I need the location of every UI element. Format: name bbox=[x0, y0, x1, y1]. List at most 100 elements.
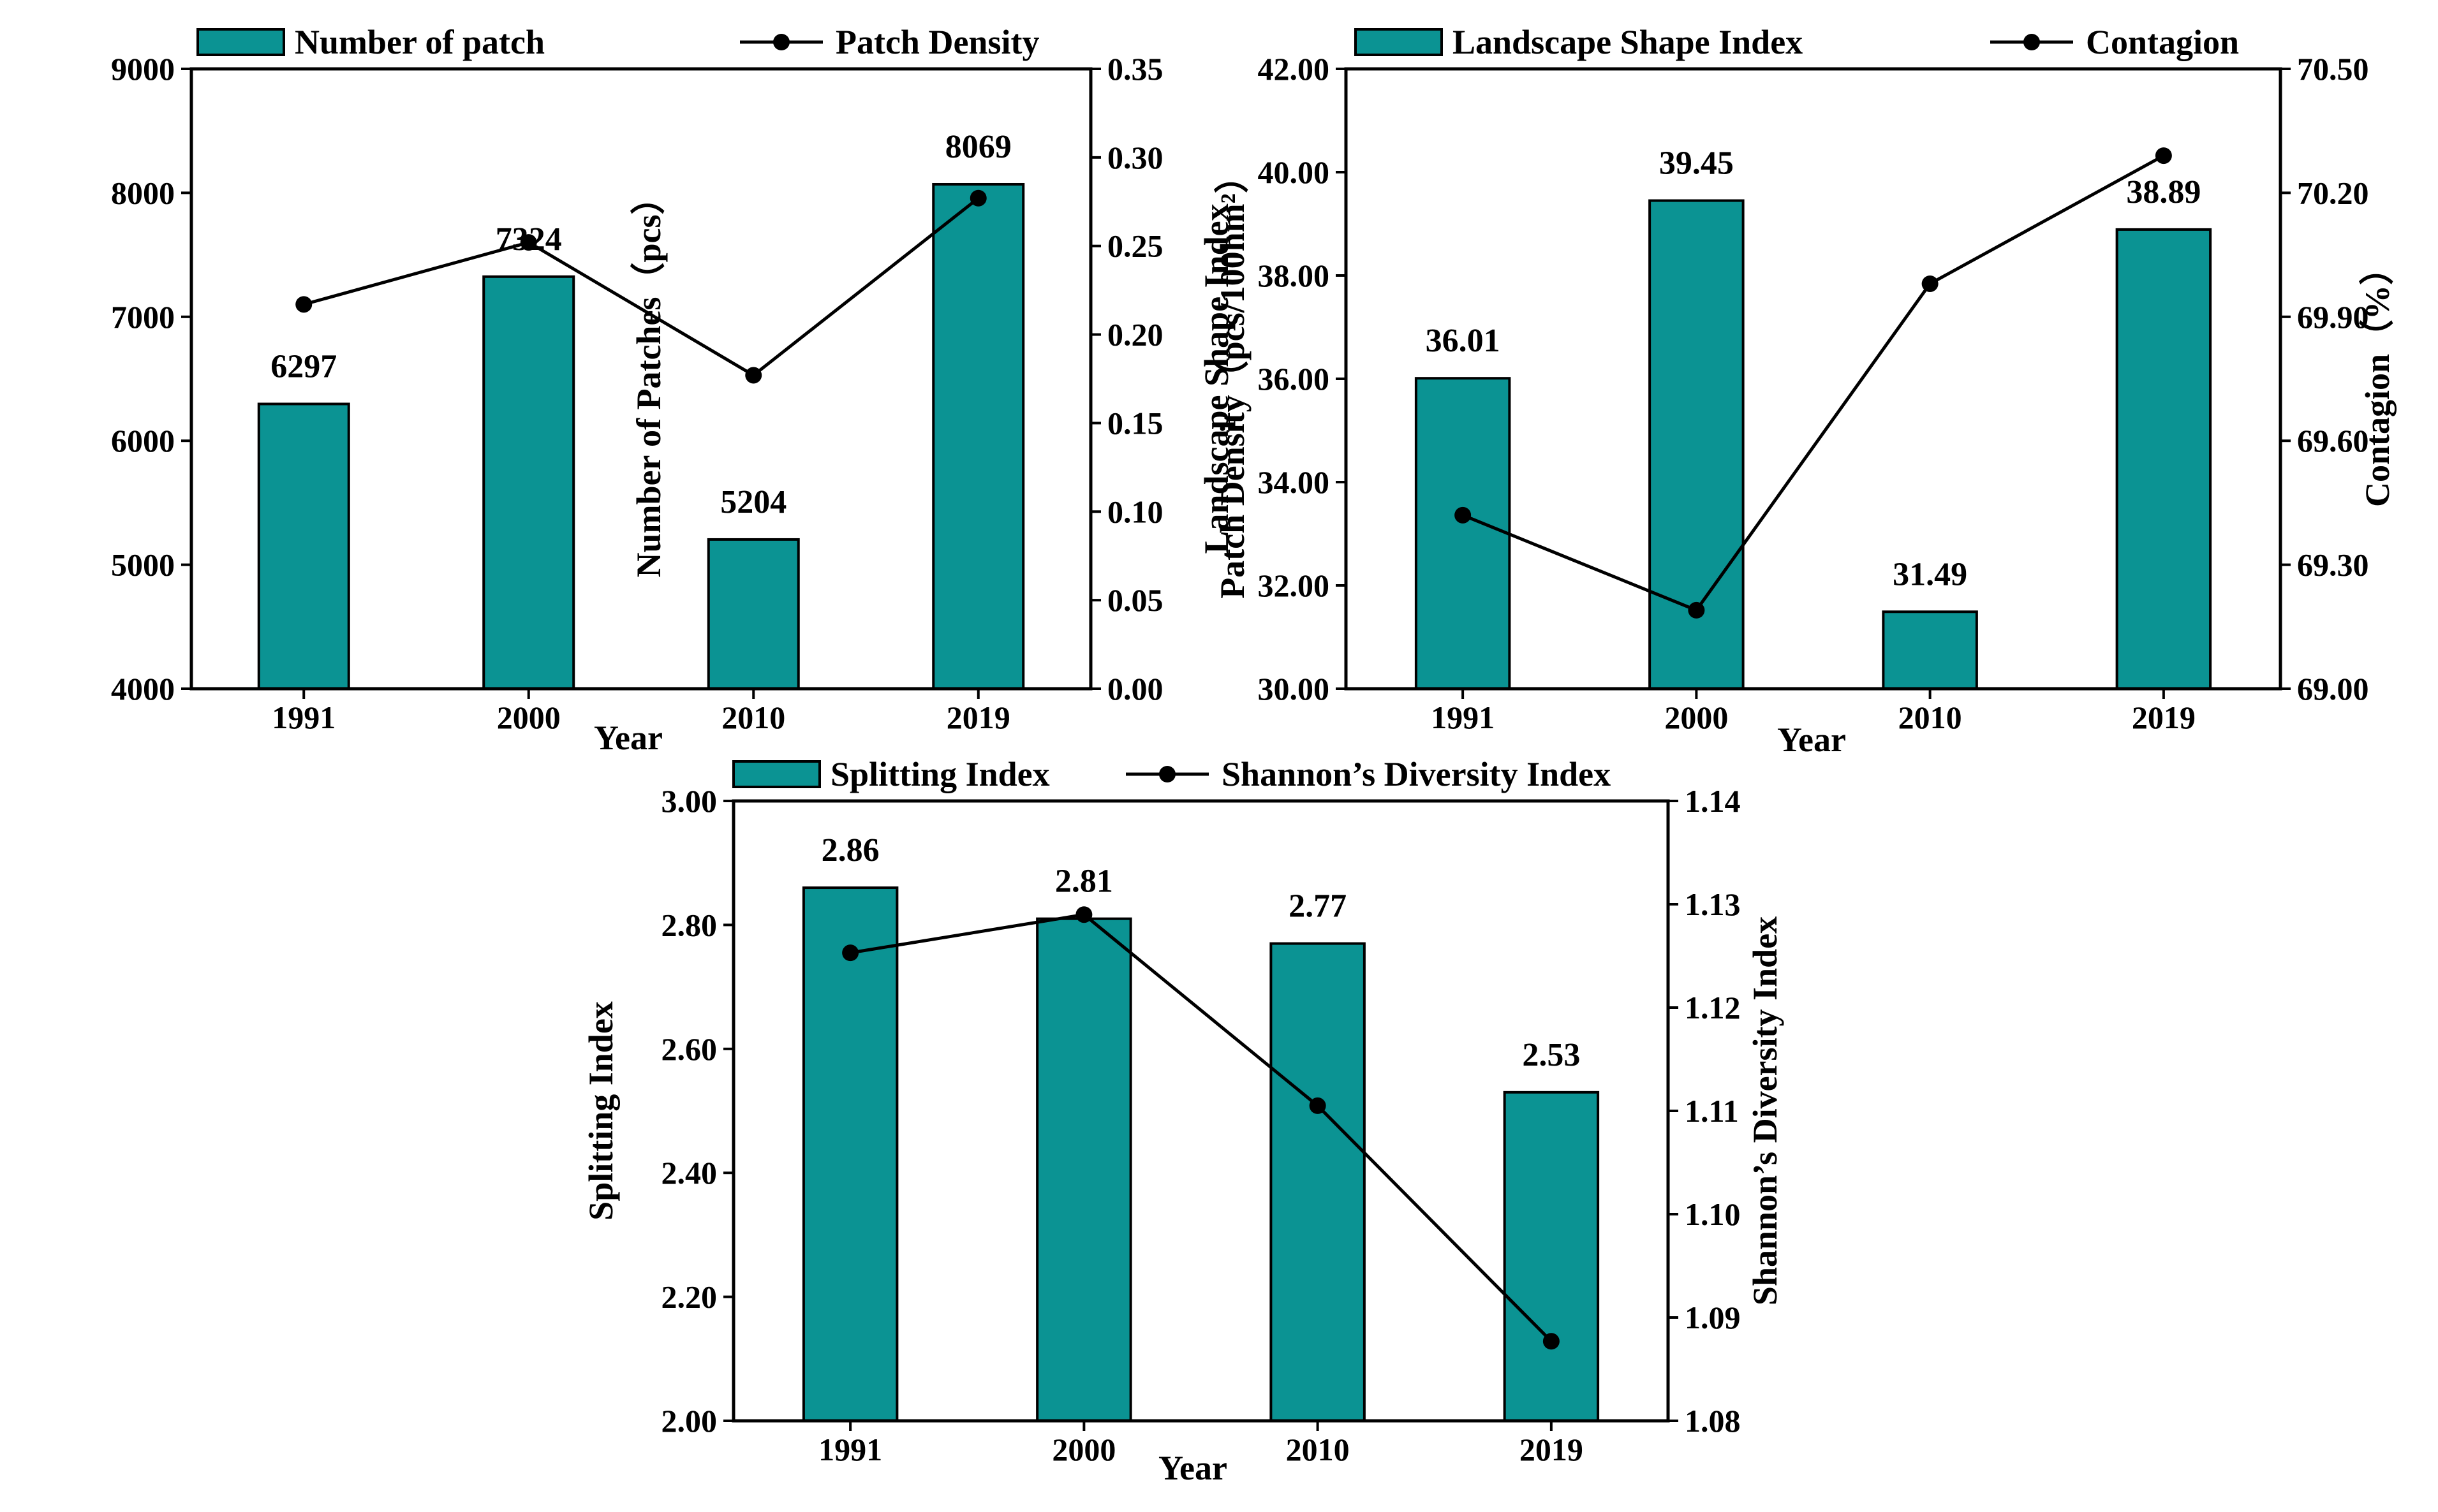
left-tick-label: 7000 bbox=[111, 299, 175, 335]
left-tick-label: 2.20 bbox=[661, 1279, 718, 1315]
chart-panel-2: 36.01 39.45 31.49 38.89 30.00 32.00 34.00 36.00… bbox=[1197, 23, 2397, 759]
bar-1991 bbox=[802, 886, 899, 1422]
left-tick-label: 4000 bbox=[111, 671, 175, 707]
right-tick-label: 1.12 bbox=[1685, 990, 1741, 1025]
left-tick-label: 9000 bbox=[111, 51, 175, 87]
legend-line-label: Shannon’s Diversity Index bbox=[1222, 755, 1611, 793]
legend-line-marker bbox=[2023, 34, 2040, 50]
bar-value-label-2000: 39.45 bbox=[1659, 145, 1734, 182]
bar-value-label-2019: 2.53 bbox=[1522, 1037, 1580, 1073]
x-tick-label-2010: 2010 bbox=[1286, 1432, 1350, 1467]
right-tick-label: 1.10 bbox=[1685, 1196, 1741, 1232]
bar-2010 bbox=[1882, 610, 1978, 690]
right-tick-label: 1.13 bbox=[1685, 886, 1741, 922]
legend-line-label: Patch Density bbox=[836, 23, 1039, 61]
left-axis-label: Splitting Index bbox=[582, 1001, 620, 1221]
line-point-1991 bbox=[295, 296, 313, 313]
line-point-2010 bbox=[1309, 1097, 1326, 1114]
legend-bar-swatch bbox=[196, 28, 285, 56]
bar-2000 bbox=[1036, 917, 1132, 1423]
line-series bbox=[303, 196, 980, 378]
x-tick-label-2019: 2019 bbox=[2132, 700, 2196, 735]
bar-value-label-2019: 38.89 bbox=[2126, 174, 2201, 210]
legend: Splitting Index Shannon’s Diversity Index bbox=[732, 755, 1611, 793]
x-tick-label-2010: 2010 bbox=[721, 700, 785, 735]
right-tick-label: 1.11 bbox=[1685, 1093, 1739, 1129]
legend-bar-label: Splitting Index bbox=[831, 755, 1050, 793]
right-tick-label: 1.14 bbox=[1685, 783, 1741, 819]
right-tick-label: 0.05 bbox=[1107, 582, 1164, 618]
bar-2019 bbox=[1503, 1090, 1600, 1422]
chart-panel-3: 2.86 2.81 2.77 2.53 2.00 2.20 2.40 2.60 2.80 3.00… bbox=[582, 755, 1784, 1487]
left-axis-label: Landscape Shape Index bbox=[1197, 203, 1236, 554]
left-tick-label: 2.60 bbox=[661, 1031, 718, 1067]
left-tick-label: 34.00 bbox=[1258, 464, 1330, 500]
right-tick-label: 69.90 bbox=[2297, 299, 2369, 335]
left-tick-label: 6000 bbox=[111, 423, 175, 459]
bar-value-label-2010: 2.77 bbox=[1289, 888, 1347, 925]
plot-frame bbox=[189, 67, 1093, 691]
x-tick-label-1991: 1991 bbox=[272, 700, 336, 735]
bar-value-label-2010: 5204 bbox=[720, 484, 787, 520]
x-tick-label-2019: 2019 bbox=[947, 700, 1010, 735]
right-tick-label: 1.09 bbox=[1685, 1300, 1741, 1335]
x-axis-label: Year bbox=[594, 719, 663, 757]
x-tick-label-2000: 2000 bbox=[1664, 700, 1728, 735]
right-tick-label: 0.35 bbox=[1107, 51, 1164, 87]
legend-bar-label: Landscape Shape Index bbox=[1452, 23, 1803, 61]
right-tick-label: 69.00 bbox=[2297, 671, 2369, 707]
right-tick-label: 70.50 bbox=[2297, 51, 2369, 87]
chart-panel-1: 6297732452048069400050006000700080009000… bbox=[111, 23, 1252, 757]
legend-line-marker bbox=[1159, 766, 1176, 782]
x-tick-label-2019: 2019 bbox=[1519, 1432, 1583, 1467]
x-tick-label-2000: 2000 bbox=[1052, 1432, 1116, 1467]
right-tick-label: 1.08 bbox=[1685, 1403, 1741, 1439]
left-tick-label: 38.00 bbox=[1258, 258, 1330, 293]
legend: Landscape Shape Index Contagion bbox=[1354, 23, 2239, 61]
line-point-2010 bbox=[745, 367, 762, 384]
bar-value-label-2010: 31.49 bbox=[1893, 556, 1967, 592]
right-tick-label: 69.30 bbox=[2297, 547, 2369, 583]
right-tick-label: 0.15 bbox=[1107, 405, 1164, 441]
x-tick-label-1991: 1991 bbox=[1431, 700, 1495, 735]
legend: Number of patch Patch Density bbox=[196, 23, 1039, 61]
left-tick-label: 30.00 bbox=[1258, 671, 1330, 707]
legend-line-marker bbox=[773, 34, 790, 50]
left-tick-label: 40.00 bbox=[1258, 154, 1330, 190]
line-point-2000 bbox=[1075, 906, 1093, 923]
bar-2019 bbox=[2115, 228, 2212, 691]
bar-value-label-1991: 36.01 bbox=[1426, 323, 1500, 359]
line-point-2019 bbox=[2155, 147, 2172, 165]
x-tick-label-1991: 1991 bbox=[818, 1432, 882, 1467]
bar-value-label-2019: 8069 bbox=[945, 129, 1012, 165]
line-point-2019 bbox=[970, 189, 987, 207]
x-axis-label: Year bbox=[1158, 1449, 1227, 1487]
bar-2019 bbox=[932, 182, 1025, 690]
bar-2010 bbox=[707, 538, 800, 690]
right-axis-label: Shannon’s Diversity Index bbox=[1746, 916, 1784, 1305]
left-tick-label: 2.00 bbox=[661, 1403, 718, 1439]
left-tick-label: 2.80 bbox=[661, 907, 718, 943]
x-tick-label-2000: 2000 bbox=[497, 700, 561, 735]
bar-2000 bbox=[482, 275, 575, 690]
right-tick-label: 0.30 bbox=[1107, 140, 1164, 175]
bar-value-label-2000: 2.81 bbox=[1055, 863, 1113, 900]
line-series bbox=[1462, 154, 2165, 612]
x-axis-label: Year bbox=[1777, 721, 1846, 759]
bar-value-label-1991: 6297 bbox=[270, 348, 337, 385]
right-axis-label: Patch Density（pcs/100hm²） bbox=[1213, 159, 1252, 599]
right-tick-label: 0.00 bbox=[1107, 671, 1164, 707]
right-tick-label: 69.60 bbox=[2297, 423, 2369, 459]
legend-bar-swatch bbox=[732, 760, 821, 788]
legend-bar-label: Number of patch bbox=[295, 23, 545, 61]
left-tick-label: 8000 bbox=[111, 175, 175, 210]
legend-line-label: Contagion bbox=[2086, 23, 2239, 61]
left-tick-label: 42.00 bbox=[1258, 51, 1330, 87]
right-axis-label: Contagion（%） bbox=[2358, 251, 2397, 507]
bar-1991 bbox=[257, 402, 350, 690]
right-tick-label: 0.25 bbox=[1107, 228, 1164, 264]
left-tick-label: 36.00 bbox=[1258, 361, 1330, 397]
line-point-2019 bbox=[1542, 1333, 1560, 1350]
right-tick-label: 0.20 bbox=[1107, 317, 1164, 353]
